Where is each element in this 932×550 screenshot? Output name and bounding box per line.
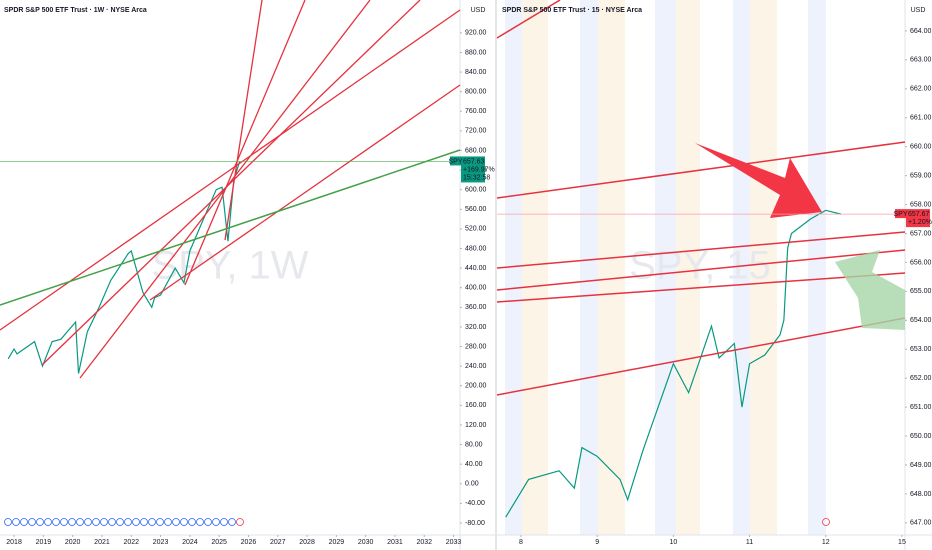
y-tick-label: 400.00	[465, 285, 487, 292]
y-tick-label: 655.00	[910, 288, 932, 295]
currency: USD	[471, 7, 486, 14]
price-tag-label: +169.97%	[463, 166, 495, 173]
price-tag	[461, 156, 485, 183]
y-tick-label: -80.00	[465, 520, 485, 527]
y-tick-label: 920.00	[465, 30, 487, 37]
y-tick-label: -40.00	[465, 500, 485, 507]
y-tick-label: 320.00	[465, 324, 487, 331]
x-tick-label: 9	[595, 539, 599, 546]
x-tick-label: 2023	[153, 539, 169, 546]
x-tick-label: 2030	[358, 539, 374, 546]
y-tick-label: 661.00	[910, 115, 932, 122]
symbol-tag	[895, 209, 906, 219]
y-tick-label: 680.00	[465, 147, 487, 154]
y-tick-label: 360.00	[465, 304, 487, 311]
y-tick-label: 650.00	[910, 433, 932, 440]
price-tag-label: 15:32:58	[463, 174, 490, 181]
y-tick-label: 120.00	[465, 422, 487, 429]
y-tick-label: 649.00	[910, 462, 932, 469]
y-tick-label: 652.00	[910, 375, 932, 382]
x-tick-label: 15	[898, 539, 906, 546]
y-tick-label: 440.00	[465, 265, 487, 272]
y-tick-label: 657.00	[910, 230, 932, 237]
x-tick-label: 2021	[94, 539, 110, 546]
y-tick-label: 663.00	[910, 57, 932, 64]
x-tick-label: 2025	[211, 539, 227, 546]
price-tag-label: +1.20%	[908, 219, 932, 226]
x-tick-label: 2020	[65, 539, 81, 546]
event-icons	[4, 518, 830, 526]
x-tick-label: 2033	[446, 539, 462, 546]
y-tick-label: 664.00	[910, 28, 932, 35]
y-tick-label: 560.00	[465, 206, 487, 213]
price-tag-label: 657.67	[908, 211, 930, 218]
y-tick-label: 656.00	[910, 259, 932, 266]
x-tick-label: 10	[669, 539, 677, 546]
channel-lines	[496, 0, 906, 396]
y-tick-label: 280.00	[465, 343, 487, 350]
y-tick-label: 648.00	[910, 491, 932, 498]
y-tick-label: 200.00	[465, 383, 487, 390]
price-line	[7, 161, 241, 374]
y-tick-label: 80.00	[465, 441, 483, 448]
price-tag	[906, 209, 930, 228]
y-tick-label: 0.00	[465, 481, 479, 488]
y-tick-label: 647.00	[910, 520, 932, 527]
currency: USD	[911, 7, 926, 14]
x-tick-label: 2024	[182, 539, 198, 546]
y-tick-label: 160.00	[465, 402, 487, 409]
x-tick-label: 2022	[123, 539, 139, 546]
x-tick-label: 2031	[387, 539, 403, 546]
x-tick-label: 2018	[6, 539, 22, 546]
symbol-tag	[450, 156, 461, 166]
trend-lines	[0, 0, 461, 379]
y-tick-label: 720.00	[465, 128, 487, 135]
red-arrow	[695, 143, 822, 218]
y-tick-label: 659.00	[910, 172, 932, 179]
price-tag-label: 657.63	[463, 158, 485, 165]
y-tick-label: 760.00	[465, 108, 487, 115]
symbol-label: SPY	[448, 158, 462, 165]
y-tick-label: 240.00	[465, 363, 487, 370]
y-tick-label: 600.00	[465, 187, 487, 194]
x-tick-label: 8	[519, 539, 523, 546]
series-layer	[7, 161, 842, 518]
x-tick-label: 2027	[270, 539, 286, 546]
price-line	[505, 209, 842, 518]
x-tick-label: 12	[822, 539, 830, 546]
y-tick-label: 40.00	[465, 461, 483, 468]
symbol-label: SPY	[893, 211, 907, 218]
y-tick-label: 880.00	[465, 49, 487, 56]
y-tick-label: 658.00	[910, 201, 932, 208]
green-arrow	[835, 250, 905, 330]
y-tick-label: 653.00	[910, 346, 932, 353]
x-tick-label: 11	[746, 539, 753, 546]
y-tick-label: 651.00	[910, 404, 932, 411]
trend-line	[0, 149, 461, 306]
x-tick-label: 2029	[329, 539, 345, 546]
y-tick-label: 660.00	[910, 144, 932, 151]
chart-title: SPDR S&P 500 ETF Trust · 15 · NYSE Arca	[502, 7, 642, 14]
y-tick-label: 520.00	[465, 226, 487, 233]
chart-title: SPDR S&P 500 ETF Trust · 1W · NYSE Arca	[4, 7, 147, 14]
y-tick-label: 654.00	[910, 317, 932, 324]
y-tick-label: 840.00	[465, 69, 487, 76]
x-tick-label: 2019	[36, 539, 52, 546]
y-tick-label: 662.00	[910, 86, 932, 93]
x-tick-label: 2028	[299, 539, 315, 546]
watermark: SPY, 1W	[151, 244, 308, 288]
y-tick-label: 480.00	[465, 245, 487, 252]
x-tick-label: 2026	[241, 539, 257, 546]
x-tick-label: 2032	[416, 539, 432, 546]
y-tick-label: 800.00	[465, 89, 487, 96]
